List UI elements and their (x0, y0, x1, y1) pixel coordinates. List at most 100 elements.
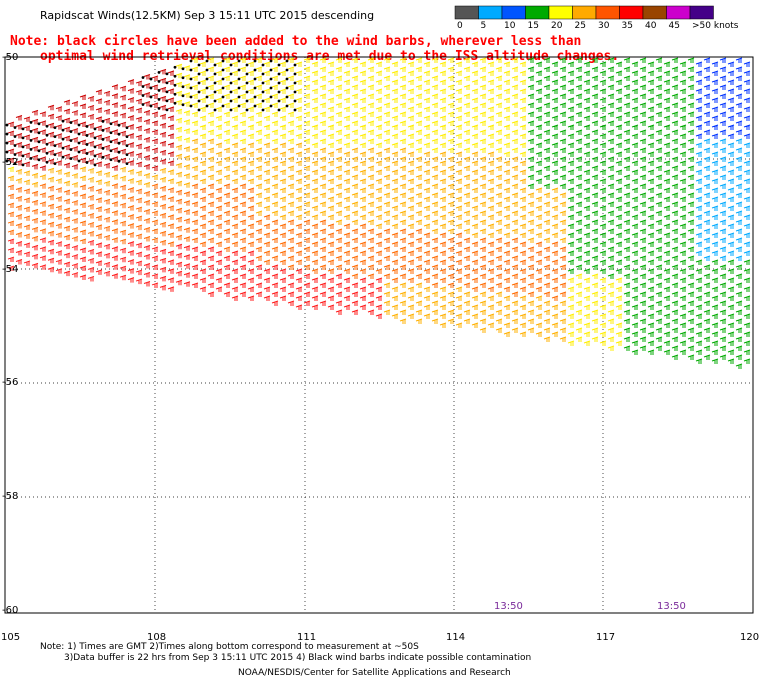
wind-barb (455, 313, 463, 319)
wind-barb (407, 259, 415, 265)
wind-barb (95, 143, 103, 149)
wind-barb (231, 205, 239, 211)
wind-barb (423, 106, 431, 112)
wind-barb (639, 120, 647, 126)
wind-barb (7, 121, 15, 128)
wind-barb (671, 129, 679, 135)
contamination-circle (285, 59, 289, 63)
wind-barb (743, 142, 751, 148)
wind-barb (735, 255, 743, 261)
wind-barb (639, 183, 647, 189)
wind-barb (559, 156, 567, 162)
contamination-circle (197, 99, 201, 103)
wind-barb (671, 228, 679, 234)
wind-barb (535, 178, 543, 184)
wind-barb (127, 97, 135, 103)
wind-barb (199, 277, 207, 283)
wind-barb (415, 246, 423, 252)
wind-barb (655, 192, 663, 198)
wind-barb (343, 196, 351, 202)
wind-barb (327, 268, 335, 274)
wind-barb (71, 263, 79, 269)
wind-barb (15, 124, 23, 130)
wind-barb (87, 158, 95, 165)
wind-barb (407, 304, 415, 310)
wind-barb (567, 340, 575, 346)
contamination-circle (109, 149, 113, 153)
wind-barb (351, 156, 359, 162)
contamination-circle (141, 85, 145, 88)
wind-barb (471, 160, 479, 166)
wind-barb (519, 241, 527, 247)
wind-barb (7, 184, 15, 191)
contamination-circle (173, 74, 177, 78)
wind-barb (311, 232, 319, 238)
wind-barb (543, 309, 551, 315)
wind-barb (183, 263, 191, 269)
wind-barb (567, 160, 575, 166)
wind-barb (679, 277, 687, 283)
wind-barb (495, 219, 503, 225)
contamination-circle (37, 131, 41, 135)
wind-barb (551, 124, 559, 130)
wind-barb (207, 183, 215, 189)
wind-barb (215, 124, 223, 130)
contamination-circle (53, 135, 57, 139)
wind-barb (511, 183, 519, 189)
wind-barb (655, 255, 663, 261)
wind-barb (543, 57, 551, 63)
wind-barb (175, 234, 183, 241)
wind-barb (495, 102, 503, 108)
wind-barb (231, 115, 239, 121)
wind-barb (631, 88, 639, 94)
wind-barb (455, 151, 463, 157)
wind-barb (471, 106, 479, 112)
wind-barb (727, 286, 735, 292)
contamination-circle (53, 162, 57, 166)
wind-barb (399, 120, 407, 126)
wind-barb (367, 273, 375, 279)
wind-barb (471, 304, 479, 310)
wind-barb (431, 246, 439, 252)
wind-barb (711, 97, 719, 103)
wind-barb (143, 92, 151, 98)
wind-barb (39, 120, 47, 126)
wind-barb (319, 174, 327, 180)
wind-barb (183, 65, 191, 71)
contamination-circle (85, 125, 89, 128)
wind-barb (655, 111, 663, 117)
wind-barb (527, 111, 535, 117)
wind-barb (463, 237, 471, 243)
wind-barb (583, 88, 591, 94)
wind-barb (231, 250, 239, 256)
wind-barb (391, 232, 399, 238)
wind-barb (103, 90, 111, 97)
wind-barb (295, 205, 303, 211)
wind-barb (607, 165, 615, 171)
wind-barb (743, 313, 751, 319)
wind-barb (727, 151, 735, 157)
wind-barb (671, 84, 679, 90)
wind-barb (231, 151, 239, 157)
wind-barb (535, 124, 543, 130)
wind-barb (111, 165, 119, 171)
wind-barb (311, 133, 319, 139)
wind-barb (351, 111, 359, 117)
contamination-circle (237, 59, 241, 63)
wind-barb (719, 255, 727, 261)
wind-barb (391, 160, 399, 166)
wind-barb (415, 282, 423, 288)
wind-barb (191, 183, 199, 189)
wind-barb (271, 174, 279, 180)
wind-barb (647, 70, 655, 76)
wind-barb (15, 115, 23, 121)
wind-barb (479, 273, 487, 279)
wind-barb (743, 61, 751, 67)
wind-barb (423, 88, 431, 94)
wind-barb (719, 57, 727, 63)
wind-barb (559, 84, 567, 90)
wind-barb (183, 209, 191, 215)
wind-barb (207, 237, 215, 243)
wind-barb (559, 336, 567, 342)
wind-barb (447, 84, 455, 90)
